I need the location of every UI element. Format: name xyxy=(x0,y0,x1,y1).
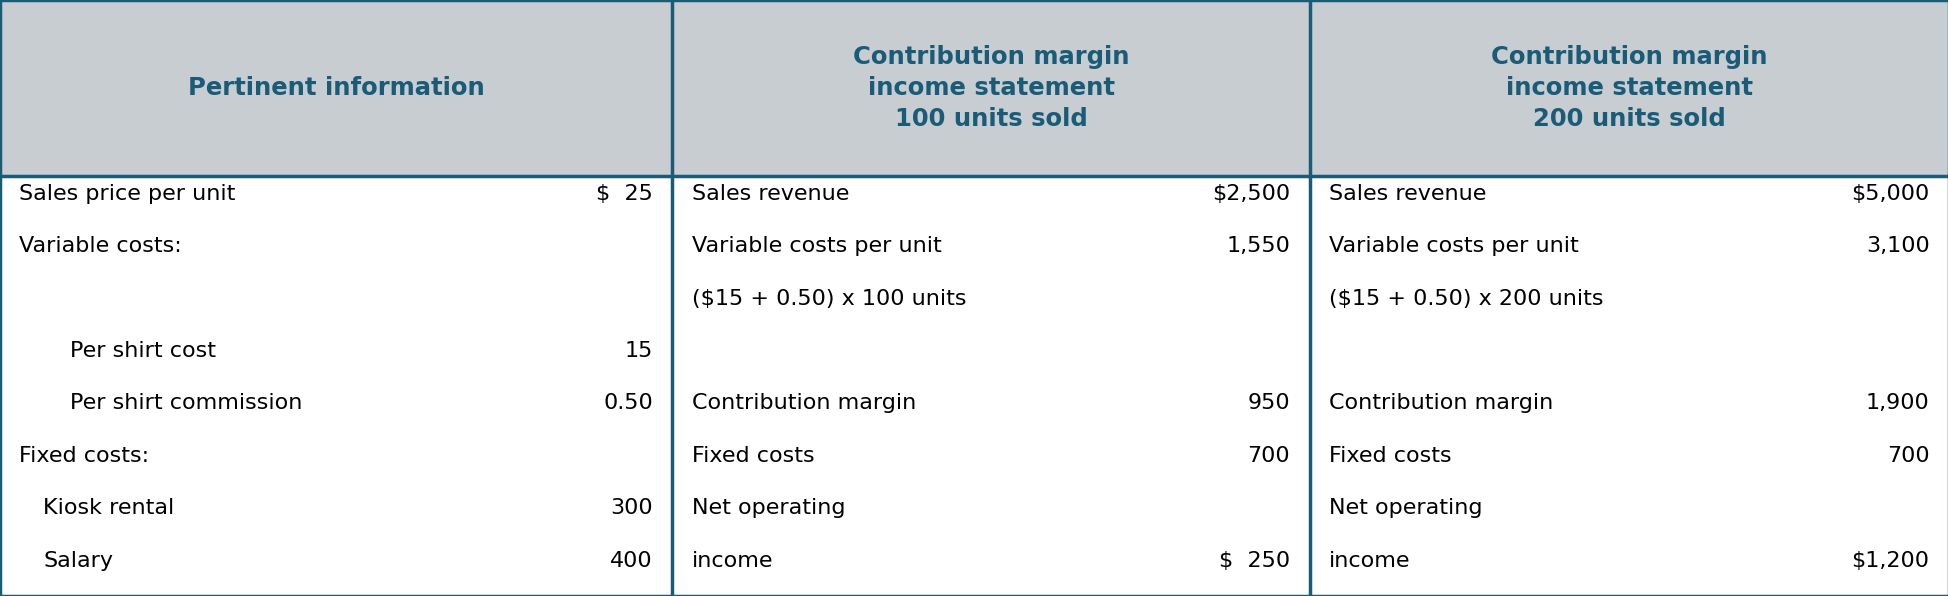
Text: Contribution margin: Contribution margin xyxy=(692,393,916,414)
Bar xyxy=(672,0,1309,176)
Text: 3,100: 3,100 xyxy=(1864,236,1929,256)
Text: Salary: Salary xyxy=(43,551,113,571)
Text: $1,200: $1,200 xyxy=(1851,551,1929,571)
Bar xyxy=(0,0,672,176)
Text: 400: 400 xyxy=(610,551,653,571)
Text: Kiosk rental: Kiosk rental xyxy=(43,498,173,519)
Text: Contribution margin
income statement
100 units sold: Contribution margin income statement 100… xyxy=(853,45,1128,131)
Bar xyxy=(672,176,1309,596)
Text: $2,500: $2,500 xyxy=(1212,184,1290,204)
Text: Per shirt commission: Per shirt commission xyxy=(70,393,302,414)
Text: $  250: $ 250 xyxy=(1219,551,1290,571)
Text: Contribution margin
income statement
200 units sold: Contribution margin income statement 200… xyxy=(1490,45,1767,131)
Text: Net operating: Net operating xyxy=(1329,498,1482,519)
Text: 700: 700 xyxy=(1886,446,1929,466)
Text: $5,000: $5,000 xyxy=(1851,184,1929,204)
Text: 950: 950 xyxy=(1247,393,1290,414)
Text: income: income xyxy=(692,551,773,571)
Text: 15: 15 xyxy=(623,341,653,361)
Bar xyxy=(0,176,672,596)
Text: ($15 + 0.50) x 200 units: ($15 + 0.50) x 200 units xyxy=(1329,288,1603,309)
Text: Variable costs:: Variable costs: xyxy=(19,236,183,256)
Text: Sales price per unit: Sales price per unit xyxy=(19,184,236,204)
Text: 0.50: 0.50 xyxy=(602,393,653,414)
Text: Sales revenue: Sales revenue xyxy=(1329,184,1486,204)
Bar xyxy=(1309,0,1948,176)
Text: Fixed costs:: Fixed costs: xyxy=(19,446,150,466)
Text: Variable costs per unit: Variable costs per unit xyxy=(1329,236,1578,256)
Text: 700: 700 xyxy=(1247,446,1290,466)
Text: ($15 + 0.50) x 100 units: ($15 + 0.50) x 100 units xyxy=(692,288,966,309)
Text: 1,900: 1,900 xyxy=(1864,393,1929,414)
Text: $  25: $ 25 xyxy=(596,184,653,204)
Text: Fixed costs: Fixed costs xyxy=(1329,446,1451,466)
Text: Sales revenue: Sales revenue xyxy=(692,184,849,204)
Text: Per shirt cost: Per shirt cost xyxy=(70,341,216,361)
Text: Pertinent information: Pertinent information xyxy=(187,76,485,100)
Text: Net operating: Net operating xyxy=(692,498,845,519)
Text: Contribution margin: Contribution margin xyxy=(1329,393,1553,414)
Text: income: income xyxy=(1329,551,1410,571)
Text: Fixed costs: Fixed costs xyxy=(692,446,814,466)
Text: 300: 300 xyxy=(610,498,653,519)
Bar xyxy=(1309,176,1948,596)
Text: 1,550: 1,550 xyxy=(1225,236,1290,256)
Text: Variable costs per unit: Variable costs per unit xyxy=(692,236,941,256)
